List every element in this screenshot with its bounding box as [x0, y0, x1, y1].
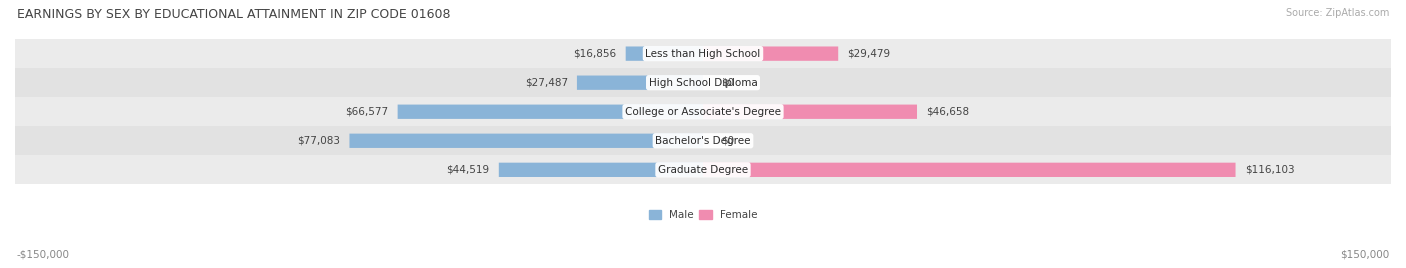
- FancyBboxPatch shape: [626, 46, 703, 61]
- Text: $0: $0: [721, 78, 734, 88]
- Text: High School Diploma: High School Diploma: [648, 78, 758, 88]
- Text: $44,519: $44,519: [447, 165, 489, 175]
- Bar: [0, 68, 1406, 97]
- FancyBboxPatch shape: [703, 46, 838, 61]
- FancyBboxPatch shape: [350, 134, 703, 148]
- FancyBboxPatch shape: [703, 163, 1236, 177]
- Text: $116,103: $116,103: [1244, 165, 1295, 175]
- FancyBboxPatch shape: [576, 76, 703, 90]
- Text: $150,000: $150,000: [1340, 250, 1389, 260]
- Bar: [0, 97, 1406, 126]
- Text: $66,577: $66,577: [346, 107, 388, 117]
- Text: Source: ZipAtlas.com: Source: ZipAtlas.com: [1285, 8, 1389, 18]
- Text: College or Associate's Degree: College or Associate's Degree: [626, 107, 780, 117]
- Text: $27,487: $27,487: [524, 78, 568, 88]
- Text: EARNINGS BY SEX BY EDUCATIONAL ATTAINMENT IN ZIP CODE 01608: EARNINGS BY SEX BY EDUCATIONAL ATTAINMEN…: [17, 8, 450, 21]
- Text: Graduate Degree: Graduate Degree: [658, 165, 748, 175]
- Text: $77,083: $77,083: [297, 136, 340, 146]
- Bar: [0, 39, 1406, 68]
- Bar: [0, 126, 1406, 155]
- FancyBboxPatch shape: [703, 105, 917, 119]
- Text: $16,856: $16,856: [574, 49, 616, 59]
- Text: Less than High School: Less than High School: [645, 49, 761, 59]
- Bar: [0, 155, 1406, 184]
- FancyBboxPatch shape: [499, 163, 703, 177]
- Legend: Male, Female: Male, Female: [648, 210, 758, 220]
- Text: $29,479: $29,479: [848, 49, 890, 59]
- Text: -$150,000: -$150,000: [17, 250, 70, 260]
- Text: Bachelor's Degree: Bachelor's Degree: [655, 136, 751, 146]
- FancyBboxPatch shape: [398, 105, 703, 119]
- Text: $0: $0: [721, 136, 734, 146]
- Text: $46,658: $46,658: [927, 107, 969, 117]
